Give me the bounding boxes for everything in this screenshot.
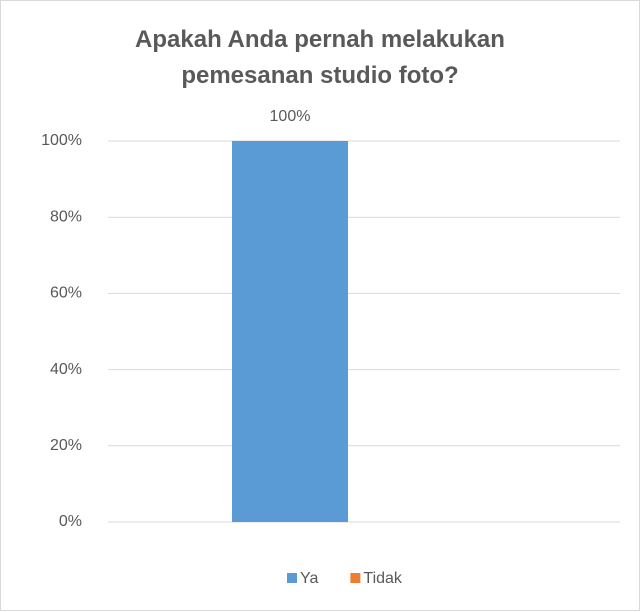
legend-label: Tidak	[363, 570, 403, 587]
legend-swatch	[350, 573, 361, 583]
data-label: 100%	[270, 108, 311, 125]
y-tick-label: 20%	[50, 437, 82, 454]
chart-title: Apakah Anda pernah melakukan pemesanan s…	[135, 26, 505, 89]
legend-swatch	[287, 573, 297, 583]
y-tick-label: 60%	[50, 285, 82, 302]
bar	[232, 141, 348, 522]
legend-label: Ya	[300, 570, 318, 587]
y-tick-label: 80%	[50, 208, 82, 225]
y-tick-label: 100%	[41, 132, 82, 149]
y-tick-label: 0%	[59, 513, 82, 530]
y-tick-label: 40%	[50, 361, 82, 378]
